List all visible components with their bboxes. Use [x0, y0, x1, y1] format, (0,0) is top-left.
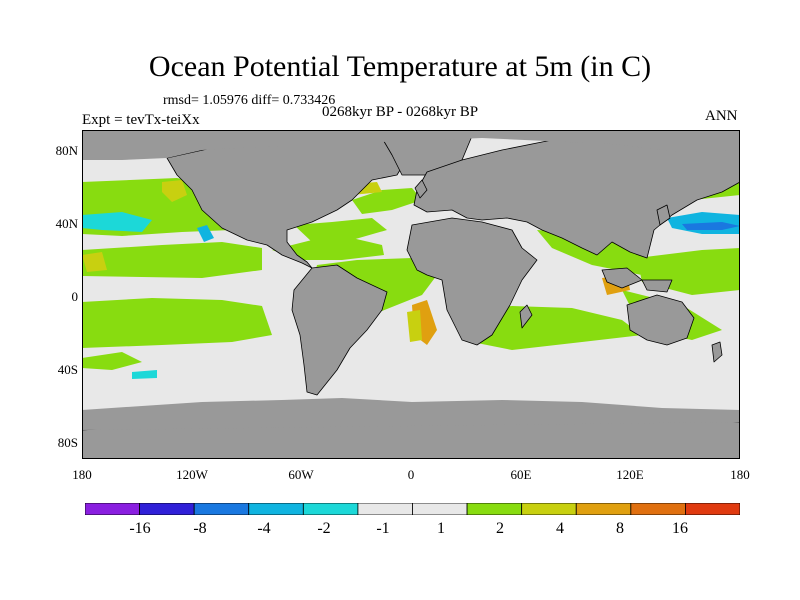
masked-ocean-regions	[82, 130, 740, 430]
experiment-label: Expt = tevTx-teiXx	[82, 112, 200, 128]
plot-title: Ocean Potential Temperature at 5m (in C)	[148, 50, 652, 83]
colorbar-swatch	[521, 503, 577, 515]
colorbar-label: 2	[496, 520, 504, 537]
colorbar-swatch	[193, 503, 250, 515]
map-border	[82, 130, 740, 459]
lat-label-0: 0	[71, 289, 79, 304]
period-label: 0268kyr BP - 0268kyr BP	[322, 104, 479, 120]
madagascar	[519, 304, 533, 329]
southeast-asia-islands	[601, 267, 673, 293]
lon-label-120w: 120W	[176, 467, 208, 482]
world-map	[82, 130, 740, 459]
lat-label-40n: 40N	[55, 216, 78, 231]
season-label: ANN	[705, 108, 738, 124]
africa	[406, 217, 538, 346]
colorbar-swatch	[685, 503, 740, 515]
colorbar-label: -4	[257, 520, 271, 537]
lat-label-80n: 80N	[55, 143, 78, 158]
lat-label-80s: 80S	[57, 435, 78, 450]
lon-label-180e: 180	[730, 467, 750, 482]
stats-text: rmsd= 1.05976 diff= 0.733426	[163, 93, 336, 108]
colorbar-swatch	[466, 503, 523, 515]
colorbar-label: 16	[672, 520, 688, 537]
colorbar-label: 8	[616, 520, 624, 537]
australia	[626, 294, 695, 346]
japan	[656, 204, 671, 226]
new-zealand	[711, 341, 723, 363]
colorbar-swatch	[412, 503, 468, 515]
colorbar-label: -1	[376, 520, 390, 537]
colorbar-label: -16	[129, 520, 151, 537]
lon-label-60e: 60E	[510, 467, 532, 482]
lon-label-180w: 180	[72, 467, 92, 482]
colorbar-swatch	[85, 503, 140, 515]
south-america	[291, 264, 388, 396]
colorbar-swatch	[302, 503, 359, 515]
colorbar-swatch	[630, 503, 686, 515]
colorbar-label: 4	[556, 520, 564, 537]
colorbar-label: -2	[317, 520, 331, 537]
colorbar-label: 1	[437, 520, 445, 537]
colorbar-swatch	[248, 503, 304, 515]
lon-label-120e: 120E	[616, 467, 644, 482]
colorbar-swatch	[139, 503, 195, 515]
colorbar	[85, 503, 740, 515]
lat-label-40s: 40S	[57, 362, 78, 377]
colorbar-swatch	[357, 503, 413, 515]
british-isles	[414, 179, 428, 199]
colorbar-swatch	[575, 503, 632, 515]
colorbar-label: -8	[193, 520, 207, 537]
lon-label-60w: 60W	[288, 467, 314, 482]
lon-label-0: 0	[407, 467, 415, 482]
